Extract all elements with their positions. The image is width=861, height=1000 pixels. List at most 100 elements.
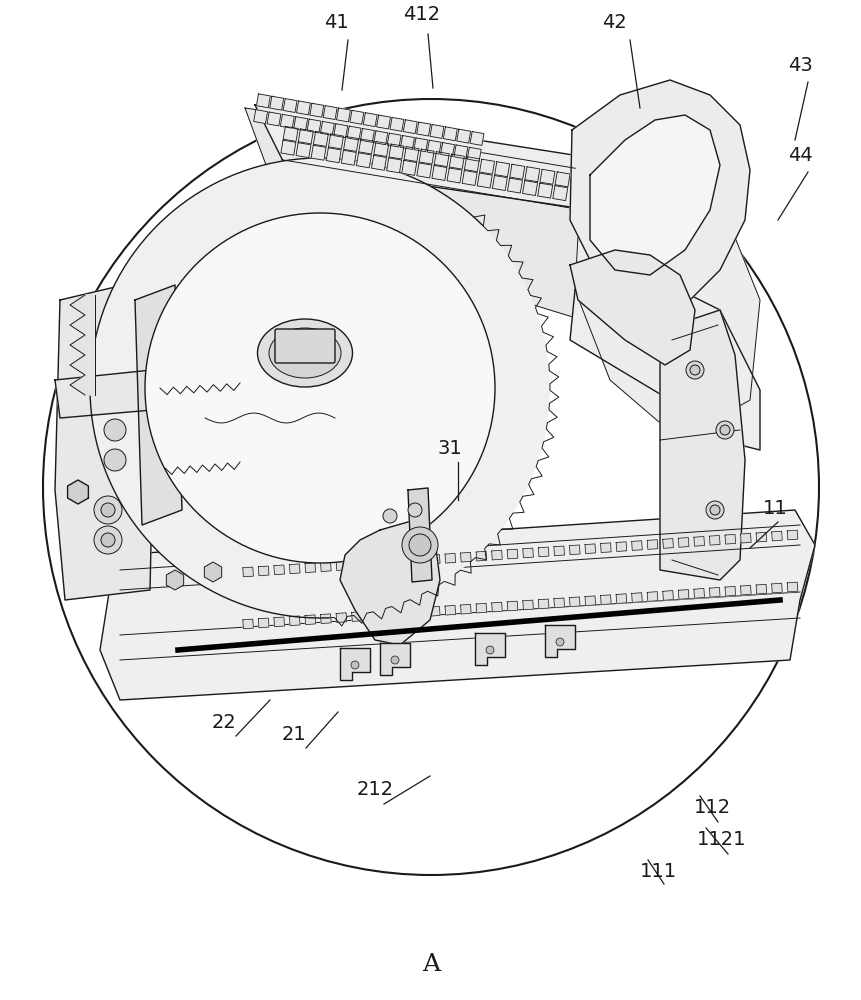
Circle shape xyxy=(689,365,699,375)
Polygon shape xyxy=(616,594,626,603)
Polygon shape xyxy=(429,554,439,564)
Polygon shape xyxy=(537,183,552,198)
Text: 11: 11 xyxy=(762,498,786,518)
Polygon shape xyxy=(631,593,641,602)
Circle shape xyxy=(104,419,126,441)
Polygon shape xyxy=(491,550,502,560)
Polygon shape xyxy=(461,170,477,185)
Polygon shape xyxy=(296,101,310,115)
Polygon shape xyxy=(507,178,522,193)
Polygon shape xyxy=(258,566,269,576)
Polygon shape xyxy=(325,148,341,163)
Polygon shape xyxy=(283,126,298,141)
Polygon shape xyxy=(376,115,390,129)
Polygon shape xyxy=(447,168,461,183)
Polygon shape xyxy=(709,535,719,545)
Polygon shape xyxy=(401,160,416,175)
Ellipse shape xyxy=(269,328,341,378)
Polygon shape xyxy=(320,614,331,624)
Text: 111: 111 xyxy=(639,862,676,881)
Polygon shape xyxy=(328,134,343,149)
Polygon shape xyxy=(294,117,307,131)
Polygon shape xyxy=(339,520,439,645)
Polygon shape xyxy=(509,164,524,179)
Polygon shape xyxy=(456,129,470,143)
Polygon shape xyxy=(662,539,672,548)
Polygon shape xyxy=(309,103,324,117)
Polygon shape xyxy=(255,105,624,215)
Polygon shape xyxy=(350,110,363,124)
Polygon shape xyxy=(434,152,449,167)
Polygon shape xyxy=(374,131,387,145)
FancyBboxPatch shape xyxy=(275,329,335,363)
Polygon shape xyxy=(569,597,579,607)
Polygon shape xyxy=(444,553,455,563)
Polygon shape xyxy=(554,546,564,556)
Text: 43: 43 xyxy=(787,56,811,75)
Circle shape xyxy=(719,425,729,435)
Polygon shape xyxy=(475,551,486,561)
Circle shape xyxy=(94,496,122,524)
Polygon shape xyxy=(600,543,610,553)
Polygon shape xyxy=(440,143,454,156)
Polygon shape xyxy=(289,616,300,626)
Text: 1121: 1121 xyxy=(697,830,746,849)
Circle shape xyxy=(382,509,397,523)
Polygon shape xyxy=(544,625,574,657)
Polygon shape xyxy=(569,545,579,555)
Polygon shape xyxy=(243,619,253,629)
Polygon shape xyxy=(351,612,362,621)
Polygon shape xyxy=(398,557,408,566)
Polygon shape xyxy=(647,592,657,601)
Polygon shape xyxy=(305,615,315,625)
Polygon shape xyxy=(382,558,393,567)
Polygon shape xyxy=(336,613,346,622)
Polygon shape xyxy=(554,598,564,608)
Polygon shape xyxy=(360,128,374,142)
Polygon shape xyxy=(417,163,431,178)
Polygon shape xyxy=(479,159,494,174)
Polygon shape xyxy=(475,603,486,613)
Polygon shape xyxy=(55,365,210,418)
Polygon shape xyxy=(389,117,404,131)
Polygon shape xyxy=(400,136,414,149)
Polygon shape xyxy=(724,534,734,544)
Circle shape xyxy=(408,534,430,556)
Polygon shape xyxy=(269,96,283,110)
Polygon shape xyxy=(771,531,781,541)
Polygon shape xyxy=(660,310,744,580)
Circle shape xyxy=(685,361,703,379)
Polygon shape xyxy=(464,157,479,172)
Text: 412: 412 xyxy=(403,5,440,24)
Text: 42: 42 xyxy=(601,13,626,32)
Polygon shape xyxy=(474,633,505,665)
Circle shape xyxy=(407,503,422,517)
Polygon shape xyxy=(67,480,89,504)
Polygon shape xyxy=(631,541,641,550)
Polygon shape xyxy=(380,643,410,675)
Polygon shape xyxy=(506,601,517,611)
Polygon shape xyxy=(295,143,311,158)
Polygon shape xyxy=(430,124,443,138)
Polygon shape xyxy=(245,108,679,350)
Polygon shape xyxy=(305,563,315,573)
Polygon shape xyxy=(755,584,765,594)
Polygon shape xyxy=(356,153,371,168)
Polygon shape xyxy=(616,542,626,551)
Polygon shape xyxy=(387,133,400,147)
Polygon shape xyxy=(538,599,548,609)
Circle shape xyxy=(104,449,126,471)
Polygon shape xyxy=(454,145,468,159)
Circle shape xyxy=(101,533,115,547)
Polygon shape xyxy=(135,285,182,525)
Polygon shape xyxy=(506,549,517,559)
Polygon shape xyxy=(282,99,297,112)
Circle shape xyxy=(43,99,818,875)
Text: A: A xyxy=(421,953,440,976)
Circle shape xyxy=(705,501,723,519)
Circle shape xyxy=(715,421,734,439)
Polygon shape xyxy=(552,186,567,201)
Polygon shape xyxy=(585,544,595,554)
Polygon shape xyxy=(522,600,533,610)
Polygon shape xyxy=(477,173,492,188)
